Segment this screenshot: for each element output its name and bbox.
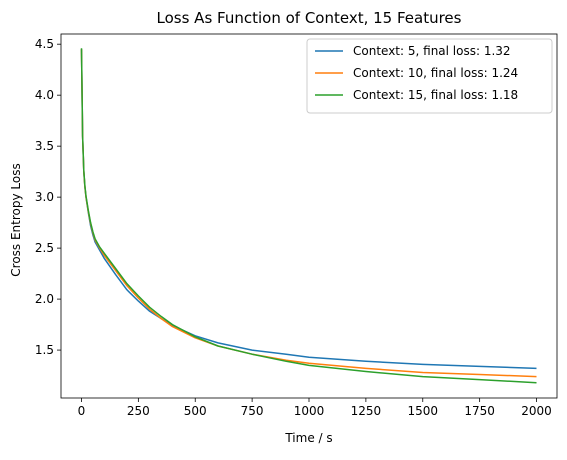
- legend-frame: [306, 38, 553, 114]
- y-ticks: 1.5 2.0 2.5 3.0 3.5 4.0 4.5: [35, 37, 61, 357]
- x-tick-label: 1000: [294, 404, 325, 418]
- y-tick-label: 3.0: [35, 190, 54, 204]
- x-axis-label: Time / s: [284, 431, 332, 445]
- y-tick-label: 2.0: [35, 292, 54, 306]
- legend-label-2: Context: 10, final loss: 1.24: [353, 66, 518, 80]
- y-tick-label: 2.5: [35, 241, 54, 255]
- x-tick-label: 250: [127, 404, 150, 418]
- x-ticks: 0 250 500 750 1000 1250 1500 1750 2000: [78, 398, 552, 418]
- legend-label-3: Context: 15, final loss: 1.18: [353, 88, 518, 102]
- series-line-3: [80, 48, 537, 384]
- x-tick-label: 0: [78, 404, 86, 418]
- x-tick-label: 1750: [464, 404, 495, 418]
- x-tick-label: 1250: [351, 404, 382, 418]
- y-tick-label: 1.5: [35, 343, 54, 357]
- x-tick-label: 500: [184, 404, 207, 418]
- legend-label-1: Context: 5, final loss: 1.32: [353, 44, 511, 58]
- series-lines: [80, 48, 537, 384]
- y-tick-label: 3.5: [35, 139, 54, 153]
- y-tick-label: 4.0: [35, 88, 54, 102]
- y-tick-label: 4.5: [35, 37, 54, 51]
- chart-title: Loss As Function of Context, 15 Features: [157, 9, 462, 27]
- x-tick-label: 1500: [407, 404, 438, 418]
- legend: Context: 5, final loss: 1.32 Context: 10,…: [306, 38, 553, 114]
- x-tick-label: 2000: [521, 404, 552, 418]
- y-axis-label: Cross Entropy Loss: [9, 163, 23, 276]
- x-tick-label: 750: [241, 404, 264, 418]
